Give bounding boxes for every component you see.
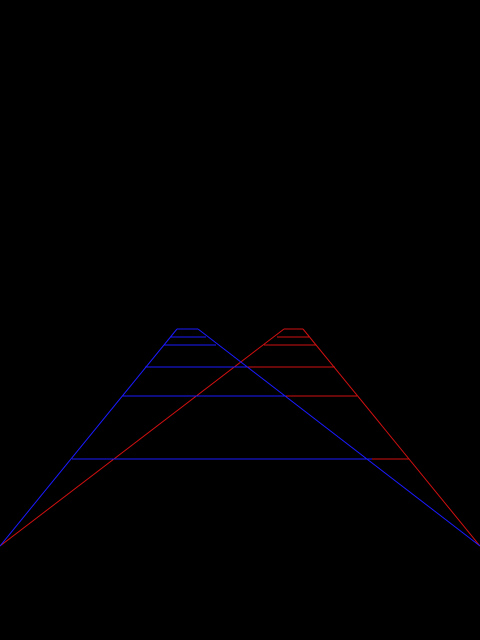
blue-road-wireframe <box>0 328 480 547</box>
red-road-right-edge <box>302 328 480 547</box>
blue-road-right-edge <box>197 328 480 547</box>
red-road-left-edge <box>0 328 285 547</box>
blue-road-left-edge <box>0 328 178 547</box>
